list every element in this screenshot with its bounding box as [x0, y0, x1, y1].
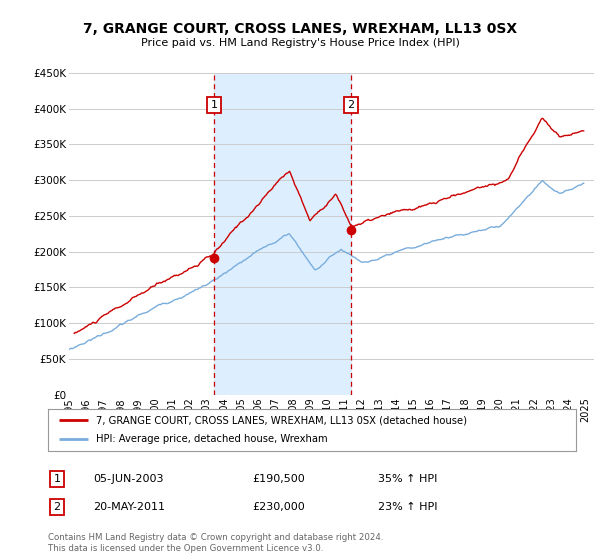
Text: 2: 2: [53, 502, 61, 512]
Text: 2: 2: [347, 100, 355, 110]
Text: 7, GRANGE COURT, CROSS LANES, WREXHAM, LL13 0SX: 7, GRANGE COURT, CROSS LANES, WREXHAM, L…: [83, 22, 517, 36]
Text: 23% ↑ HPI: 23% ↑ HPI: [378, 502, 437, 512]
Text: 35% ↑ HPI: 35% ↑ HPI: [378, 474, 437, 484]
Text: Contains HM Land Registry data © Crown copyright and database right 2024.
This d: Contains HM Land Registry data © Crown c…: [48, 533, 383, 553]
Text: HPI: Average price, detached house, Wrexham: HPI: Average price, detached house, Wrex…: [95, 435, 327, 445]
Text: Price paid vs. HM Land Registry's House Price Index (HPI): Price paid vs. HM Land Registry's House …: [140, 38, 460, 48]
Text: £190,500: £190,500: [252, 474, 305, 484]
Text: 7, GRANGE COURT, CROSS LANES, WREXHAM, LL13 0SX (detached house): 7, GRANGE COURT, CROSS LANES, WREXHAM, L…: [95, 415, 467, 425]
Text: 1: 1: [53, 474, 61, 484]
Text: 05-JUN-2003: 05-JUN-2003: [93, 474, 163, 484]
Text: 20-MAY-2011: 20-MAY-2011: [93, 502, 165, 512]
Text: £230,000: £230,000: [252, 502, 305, 512]
Bar: [214, 73, 351, 395]
Text: 1: 1: [211, 100, 218, 110]
